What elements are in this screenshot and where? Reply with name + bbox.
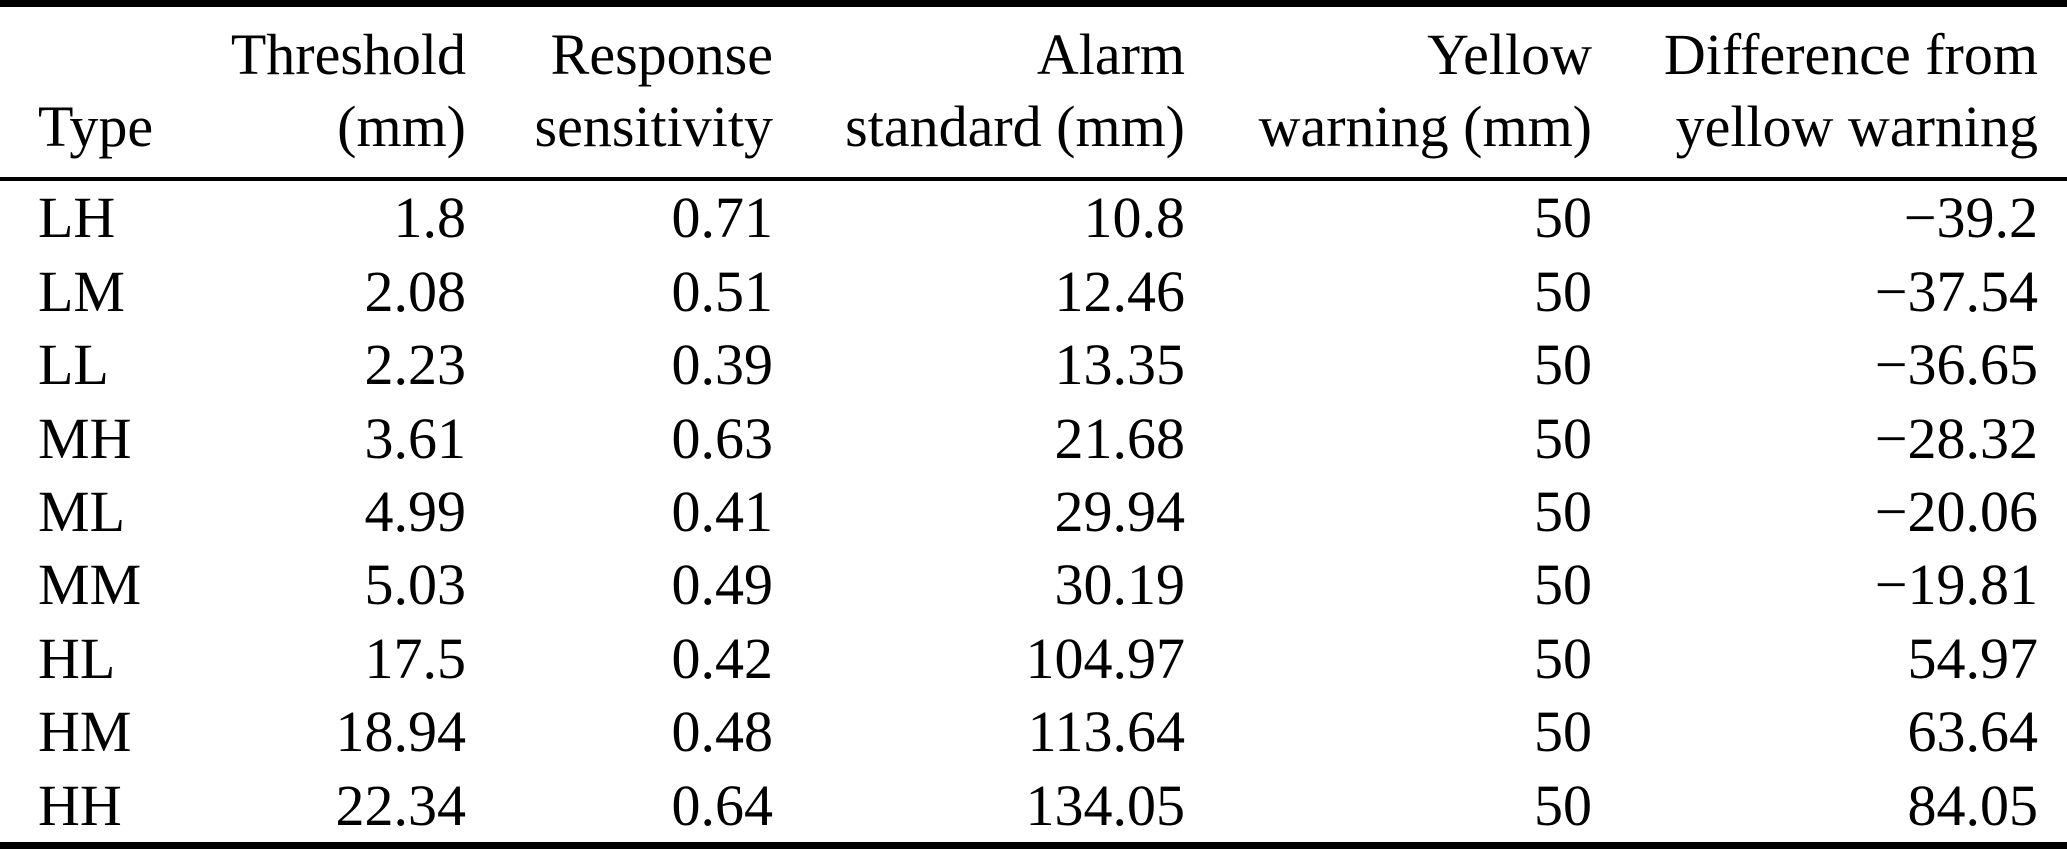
cell-yellow-warning: 50 bbox=[1534, 332, 1592, 398]
cell-threshold: 4.99 bbox=[364, 478, 467, 544]
cell-alarm-standard: 30.19 bbox=[1054, 552, 1186, 618]
cell-sensitivity: 0.39 bbox=[671, 332, 774, 398]
cell-threshold: 3.61 bbox=[364, 405, 467, 471]
table-row: HH 22.34 0.64 134.05 50 84.05 bbox=[0, 769, 2067, 846]
cell-difference: 54.97 bbox=[1907, 625, 2039, 691]
column-header-threshold: Threshold (mm) bbox=[170, 3, 466, 181]
cell-threshold: 22.34 bbox=[335, 772, 467, 838]
cell-alarm-standard: 113.64 bbox=[1027, 699, 1185, 765]
header-line2: yellow warning bbox=[1675, 94, 2038, 159]
cell-type: LH bbox=[38, 185, 116, 251]
cell-type: LL bbox=[38, 332, 109, 398]
cell-difference: −20.06 bbox=[1874, 478, 2038, 544]
column-header-difference: Difference from yellow warning bbox=[1592, 3, 2067, 181]
table-body: LH 1.8 0.71 10.8 50 −39.2 LM 2.08 0.51 1… bbox=[0, 179, 2067, 846]
cell-type: HM bbox=[38, 699, 132, 765]
cell-sensitivity: 0.71 bbox=[671, 185, 774, 251]
header-row: Type Threshold (mm) Response sensitivity… bbox=[0, 3, 2067, 181]
cell-yellow-warning: 50 bbox=[1534, 258, 1592, 324]
cell-sensitivity: 0.48 bbox=[671, 699, 774, 765]
header-line1: Threshold bbox=[230, 22, 466, 87]
cell-alarm-standard: 29.94 bbox=[1054, 478, 1186, 544]
table-row: LH 1.8 0.71 10.8 50 −39.2 bbox=[0, 179, 2067, 254]
header-line2: sensitivity bbox=[534, 94, 773, 159]
table-header: Type Threshold (mm) Response sensitivity… bbox=[0, 3, 2067, 181]
cell-sensitivity: 0.51 bbox=[671, 258, 774, 324]
table-row: HL 17.5 0.42 104.97 50 54.97 bbox=[0, 622, 2067, 695]
cell-sensitivity: 0.42 bbox=[671, 625, 774, 691]
cell-yellow-warning: 50 bbox=[1534, 185, 1592, 251]
cell-yellow-warning: 50 bbox=[1534, 625, 1592, 691]
header-line1: Difference from bbox=[1663, 22, 2038, 87]
cell-type: MH bbox=[38, 405, 132, 471]
cell-sensitivity: 0.41 bbox=[671, 478, 774, 544]
cell-yellow-warning: 50 bbox=[1534, 405, 1592, 471]
cell-difference: 63.64 bbox=[1907, 699, 2039, 765]
cell-yellow-warning: 50 bbox=[1534, 552, 1592, 618]
table-row: HM 18.94 0.48 113.64 50 63.64 bbox=[0, 695, 2067, 768]
cell-yellow-warning: 50 bbox=[1534, 772, 1592, 838]
cell-alarm-standard: 104.97 bbox=[1025, 625, 1186, 691]
cell-difference: −28.32 bbox=[1874, 405, 2038, 471]
cell-threshold: 17.5 bbox=[364, 625, 467, 691]
cell-alarm-standard: 10.8 bbox=[1083, 185, 1186, 251]
table-row: LL 2.23 0.39 13.35 50 −36.65 bbox=[0, 328, 2067, 401]
table-row: LM 2.08 0.51 12.46 50 −37.54 bbox=[0, 254, 2067, 327]
column-header-yellow-warning: Yellow warning (mm) bbox=[1185, 3, 1592, 181]
cell-difference: −19.81 bbox=[1874, 552, 2038, 618]
cell-alarm-standard: 134.05 bbox=[1025, 772, 1186, 838]
cell-sensitivity: 0.49 bbox=[671, 552, 774, 618]
cell-sensitivity: 0.63 bbox=[671, 405, 774, 471]
cell-threshold: 18.94 bbox=[335, 699, 467, 765]
column-header-response-sensitivity: Response sensitivity bbox=[466, 3, 773, 181]
cell-threshold: 2.23 bbox=[364, 332, 467, 398]
cell-threshold: 1.8 bbox=[393, 185, 467, 251]
cell-difference: −36.65 bbox=[1874, 332, 2038, 398]
header-line2: Type bbox=[38, 94, 154, 159]
table-row: MM 5.03 0.49 30.19 50 −19.81 bbox=[0, 548, 2067, 621]
cell-yellow-warning: 50 bbox=[1534, 478, 1592, 544]
column-header-type: Type bbox=[0, 3, 170, 181]
cell-difference: −37.54 bbox=[1874, 258, 2038, 324]
cell-type: LM bbox=[38, 258, 125, 324]
header-line1: Response bbox=[550, 22, 773, 87]
table-row: MH 3.61 0.63 21.68 50 −28.32 bbox=[0, 401, 2067, 474]
cell-type: HH bbox=[38, 772, 122, 838]
table-row: ML 4.99 0.41 29.94 50 −20.06 bbox=[0, 475, 2067, 548]
cell-alarm-standard: 21.68 bbox=[1054, 405, 1186, 471]
header-line1: Alarm bbox=[1036, 22, 1185, 87]
cell-type: HL bbox=[38, 625, 116, 691]
cell-difference: −39.2 bbox=[1903, 185, 2038, 251]
header-line2: warning (mm) bbox=[1258, 94, 1592, 159]
cell-threshold: 2.08 bbox=[364, 258, 467, 324]
cell-sensitivity: 0.64 bbox=[671, 772, 774, 838]
column-header-alarm-standard: Alarm standard (mm) bbox=[773, 3, 1185, 181]
header-line2: standard (mm) bbox=[845, 94, 1185, 159]
cell-type: MM bbox=[38, 552, 142, 618]
cell-yellow-warning: 50 bbox=[1534, 699, 1592, 765]
header-line1: Yellow bbox=[1427, 22, 1592, 87]
cell-threshold: 5.03 bbox=[364, 552, 467, 618]
header-line2: (mm) bbox=[337, 94, 466, 159]
cell-alarm-standard: 13.35 bbox=[1054, 332, 1186, 398]
cell-type: ML bbox=[38, 478, 125, 544]
cell-difference: 84.05 bbox=[1907, 772, 2039, 838]
cell-alarm-standard: 12.46 bbox=[1054, 258, 1186, 324]
